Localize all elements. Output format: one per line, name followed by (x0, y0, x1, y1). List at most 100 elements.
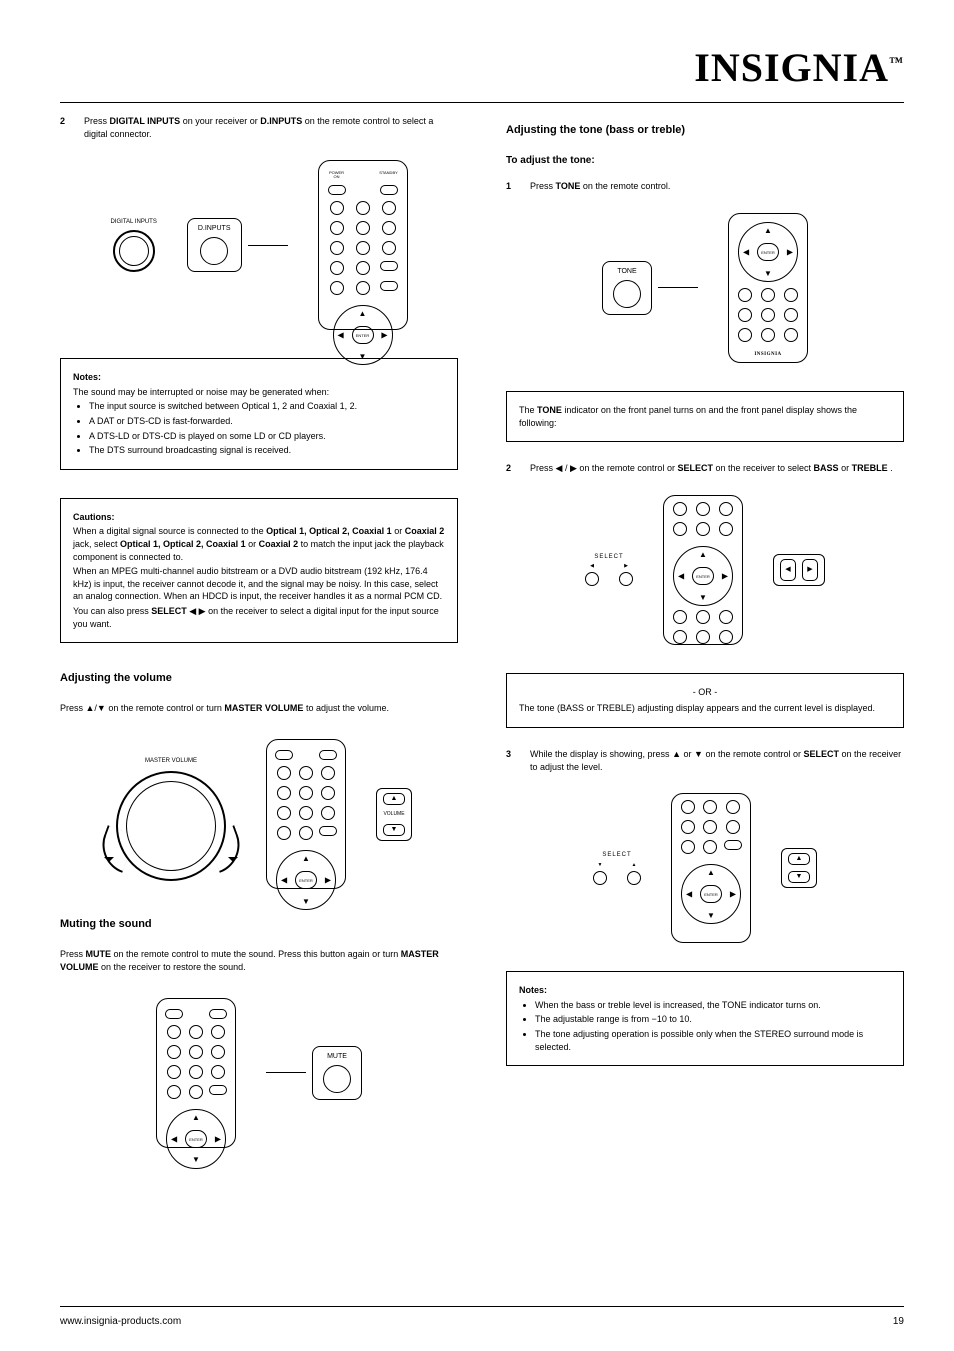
up-arrow-icon: ▲ (359, 308, 367, 319)
ud-arrow-callout: ▲ ▼ (781, 848, 817, 888)
tone-step-1: 1 Press TONE on the remote control. (506, 180, 904, 193)
t: indicator on the front panel turns on an… (519, 405, 857, 428)
btn-icon (277, 806, 291, 820)
btn-icon (211, 1065, 225, 1079)
t: jack, select (73, 539, 120, 549)
muting-heading: Muting the sound (60, 917, 458, 932)
enter-btn: ENTER (757, 243, 779, 261)
btn-icon (189, 1045, 203, 1059)
tone-notes-item: When the bass or treble level is increas… (535, 999, 891, 1012)
tone-diagram: TONE ▲ ▼ ◀ ▶ ENTER INSIGNIA (506, 213, 904, 363)
btn-icon (784, 288, 798, 302)
arrowhead-icon (104, 857, 114, 867)
btn-icon (330, 241, 344, 255)
btn-icon (673, 630, 687, 644)
left-arrow-icon: ◀ (686, 889, 692, 900)
t: Press (60, 703, 86, 713)
standby-lbl: STANDBY (379, 171, 399, 179)
left-arrow-icon: ◀ (281, 874, 287, 885)
leader-line (248, 245, 288, 246)
btn-icon (319, 826, 337, 836)
btn-icon (321, 806, 335, 820)
right-arrow-icon: ▶ (730, 889, 736, 900)
down-arrow-icon: ▼ (192, 1154, 200, 1165)
knob-inner-icon (126, 781, 216, 871)
btn-icon (673, 522, 687, 536)
btn-icon (719, 502, 733, 516)
btn-icon (277, 766, 291, 780)
btn-icon (356, 221, 370, 235)
up-arrow-icon: ▲ (764, 225, 772, 236)
btn-icon (382, 221, 396, 235)
tone-notes-title: Notes: (519, 984, 891, 997)
t: MASTER VOLUME (224, 703, 303, 713)
adjusting-volume-step: Press ▲/▼ on the remote control or turn … (60, 702, 458, 715)
tone-step-2: 2 Press ◀ / ▶ on the remote control or S… (506, 462, 904, 475)
notes-list: The input source is switched between Opt… (89, 400, 445, 456)
btn-icon (673, 610, 687, 624)
volume-diagram: MASTER VOLUME ▲ ▼ ◀ (60, 739, 458, 889)
btn-icon (784, 328, 798, 342)
brand-tm: ™ (889, 56, 904, 71)
remote-navpad-icon: ▲ ▼ ◀ ▶ ENTER (738, 222, 798, 282)
btn-icon (726, 820, 740, 834)
select-ud-diagram: SELECT ▼ ▲ (506, 793, 904, 943)
right-arrow-icon: ▶ (722, 570, 728, 581)
btn-icon (761, 288, 775, 302)
enter-btn: ENTER (692, 567, 714, 585)
btn-icon (761, 308, 775, 322)
tone-heading: Adjusting the tone (bass or treble) (506, 123, 904, 138)
btn-icon (681, 800, 695, 814)
step-2-digital-inputs: 2 Press DIGITAL INPUTS on your receiver … (60, 115, 458, 140)
btn-icon (356, 201, 370, 215)
tone-bubble: TONE (602, 261, 652, 315)
mute-circle-icon (323, 1065, 351, 1093)
btn-icon (189, 1085, 203, 1099)
btn-icon (356, 281, 370, 295)
select-left-pair: ◀ (585, 563, 599, 586)
btn-icon (382, 241, 396, 255)
btn-icon (330, 281, 344, 295)
t: Optical 1, Optical 2, Coaxial 1 (266, 526, 392, 536)
knob-curve-icon (206, 825, 248, 873)
tone-display-text: The TONE indicator on the front panel tu… (519, 404, 891, 429)
btn-icon (299, 766, 313, 780)
mute-bubble: MUTE (312, 1046, 362, 1100)
t: on the remote control or (705, 749, 803, 759)
btn-icon (784, 308, 798, 322)
t: . (890, 463, 893, 473)
t: on the remote control or turn (108, 703, 224, 713)
btn-icon (696, 502, 710, 516)
remote-buttons-grid (729, 286, 807, 348)
step-text: Press TONE on the remote control. (530, 180, 904, 193)
t: Press (84, 116, 110, 126)
t: or (248, 539, 259, 549)
tone-adjust-display-text: The tone (BASS or TREBLE) adjusting disp… (519, 702, 891, 715)
btn-icon (703, 840, 717, 854)
t: or (684, 749, 695, 759)
t: While the display is showing, press (530, 749, 672, 759)
btn-icon (593, 871, 607, 885)
left-column: 2 Press DIGITAL INPUTS on your receiver … (60, 115, 458, 1156)
step-number: 2 (60, 115, 74, 128)
lr-arrow-callout: ◀ ▶ (773, 554, 825, 586)
volume-callout: ▲ VOLUME ▼ (376, 788, 412, 841)
btn-icon (321, 786, 335, 800)
remote-navpad-icon: ▲ ▼ ◀ ▶ ENTER (333, 305, 393, 365)
remote-diagram: ▲ ▼ ◀ ▶ ENTER (663, 495, 743, 645)
remote-diagram: ▲ ▼ ◀ ▶ ENTER (266, 739, 346, 889)
arrows: ◀ / ▶ (556, 463, 577, 473)
down-arrow-icon: ▼ (359, 351, 367, 362)
right-arrow-icon: ▶ (381, 330, 387, 341)
t: TONE (556, 181, 581, 191)
select-front-panel: SELECT ▼ ▲ (593, 851, 641, 884)
t: or (841, 463, 852, 473)
remote-navpad-icon: ▲ ▼ ◀ ▶ ENTER (276, 850, 336, 910)
t: MUTE (86, 949, 112, 959)
btn-icon (726, 800, 740, 814)
digital-inputs-label: DIGITAL INPUTS (110, 116, 181, 126)
adjusting-volume-heading: Adjusting the volume (60, 671, 458, 686)
select-right-pair: ▶ (619, 563, 633, 586)
enter-btn: ENTER (295, 871, 317, 889)
left-ov-icon: ◀ (780, 559, 796, 581)
